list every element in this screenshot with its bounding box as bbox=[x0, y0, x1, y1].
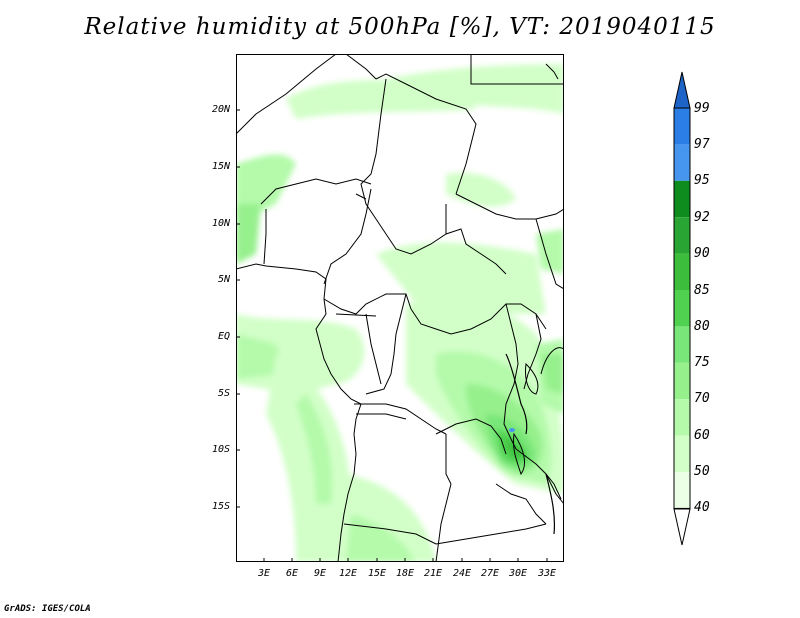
lat-label-5n: 5N bbox=[217, 274, 230, 285]
lat-label-20n: 20N bbox=[211, 104, 230, 115]
colorbar-label-92: 92 bbox=[694, 210, 710, 225]
lon-label-6e: 6E bbox=[285, 568, 299, 579]
colorbar-segment-80 bbox=[674, 290, 690, 327]
colorbar-segment-75 bbox=[674, 326, 690, 363]
colorbar-segment-90 bbox=[674, 217, 690, 254]
colorbar-label-75: 75 bbox=[694, 355, 710, 370]
chart-title: Relative humidity at 500hPa [%], VT: 201… bbox=[84, 14, 716, 40]
colorbar-label-60: 60 bbox=[694, 428, 710, 443]
lon-label-24e: 24E bbox=[452, 568, 472, 579]
lon-label-15e: 15E bbox=[367, 568, 387, 579]
humidity-map bbox=[236, 54, 564, 562]
lat-label-10n: 10N bbox=[211, 218, 230, 229]
colorbar-label-70: 70 bbox=[694, 391, 710, 406]
colorbar-label-90: 90 bbox=[694, 246, 710, 261]
colorbar-label-85: 85 bbox=[694, 283, 710, 298]
lon-label-21e: 21E bbox=[423, 568, 443, 579]
colorbar-label-99: 99 bbox=[694, 101, 710, 116]
lat-label-15n: 15N bbox=[211, 161, 230, 172]
map-border bbox=[236, 54, 564, 562]
colorbar-label-95: 95 bbox=[694, 173, 710, 188]
colorbar-segment-85 bbox=[674, 253, 690, 290]
lon-label-9e: 9E bbox=[313, 568, 327, 579]
colorbar-bottom-arrow bbox=[673, 508, 691, 546]
colorbar-segment-70 bbox=[674, 362, 690, 400]
colorbar-top-arrow bbox=[673, 71, 691, 109]
colorbar-label-50: 50 bbox=[694, 464, 710, 479]
axis-ticks bbox=[236, 109, 548, 562]
lon-label-27e: 27E bbox=[480, 568, 500, 579]
lat-label-10s: 10S bbox=[211, 444, 230, 455]
colorbar-segment-40 bbox=[674, 472, 690, 509]
lon-label-33e: 33E bbox=[537, 568, 557, 579]
lat-label-15s: 15S bbox=[211, 501, 230, 512]
lon-label-30e: 30E bbox=[508, 568, 528, 579]
colorbar-label-80: 80 bbox=[694, 319, 710, 334]
country-borders bbox=[236, 54, 564, 562]
colorbar-outline bbox=[673, 107, 691, 509]
colorbar-segments bbox=[673, 107, 691, 509]
lon-label-12e: 12E bbox=[338, 568, 358, 579]
colorbar-segment-95 bbox=[674, 144, 690, 181]
lat-label-eq: EQ bbox=[217, 331, 230, 342]
lon-label-3e: 3E bbox=[257, 568, 271, 579]
colorbar-segment-50 bbox=[674, 435, 690, 472]
humidity-field bbox=[236, 64, 564, 562]
colorbar-label-40: 40 bbox=[694, 500, 710, 515]
colorbar-segment-92 bbox=[674, 180, 690, 218]
lat-label-5s: 5S bbox=[217, 388, 230, 399]
colorbar-segment-97 bbox=[674, 108, 690, 145]
colorbar bbox=[673, 71, 691, 546]
lon-label-18e: 18E bbox=[395, 568, 415, 579]
colorbar-segment-60 bbox=[674, 399, 690, 436]
colorbar-label-97: 97 bbox=[694, 137, 710, 152]
grads-credit: GrADS: IGES/COLA bbox=[4, 604, 91, 614]
